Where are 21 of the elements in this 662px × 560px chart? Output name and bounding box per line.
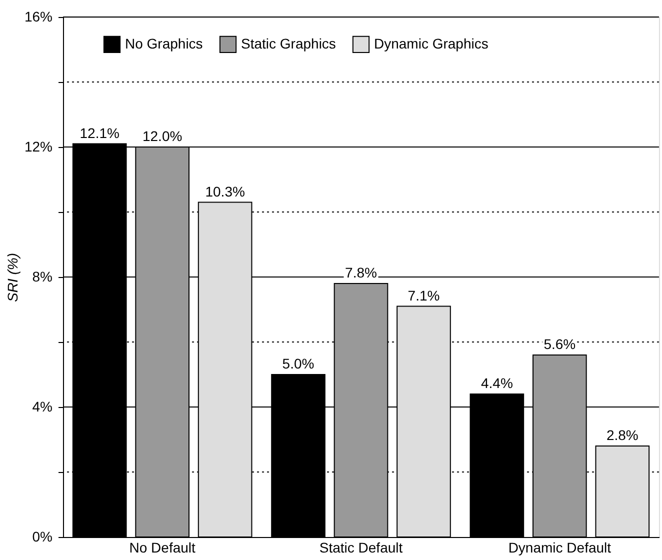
x-tick-label: Dynamic Default — [508, 540, 612, 556]
y-tick-label: 0% — [32, 528, 52, 544]
data-label: 7.1% — [408, 287, 440, 304]
y-tick-label: 8% — [32, 268, 52, 284]
legend-label: Static Graphics — [241, 35, 336, 52]
legend-label: No Graphics — [125, 35, 203, 52]
data-label: 2.8% — [606, 427, 638, 443]
y-tick-label: 4% — [32, 398, 52, 414]
data-label: 4.4% — [480, 375, 513, 391]
x-tick-label: No Default — [129, 540, 196, 556]
data-label: 12.0% — [142, 128, 182, 144]
data-label: 7.8% — [345, 264, 377, 280]
data-label: 12.1% — [80, 124, 120, 141]
data-label: 10.3% — [205, 183, 245, 200]
x-tick-label: Static Default — [319, 540, 403, 556]
y-tick-label: 16% — [24, 8, 52, 24]
y-axis-title: SRI (%) — [4, 253, 20, 302]
data-label: 5.6% — [544, 336, 576, 352]
y-tick-label: 12% — [24, 138, 52, 154]
legend-label: Dynamic Graphics — [374, 35, 488, 52]
data-label: 5.0% — [282, 356, 314, 372]
